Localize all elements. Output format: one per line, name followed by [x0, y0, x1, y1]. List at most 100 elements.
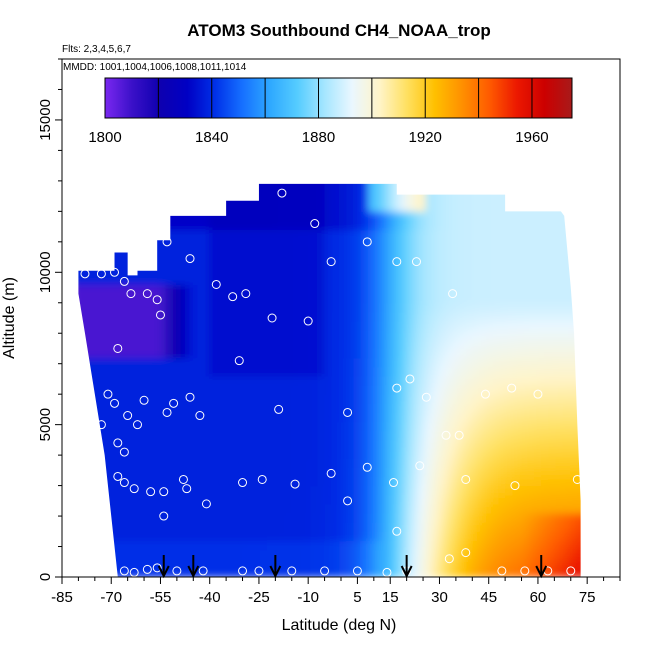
sample-point — [310, 219, 320, 229]
colorbar-tick-label: 1960 — [515, 129, 548, 146]
colorbar: 1800 1840 1880 1920 1960 — [88, 77, 573, 146]
x-tick-label: 60 — [530, 589, 547, 606]
sample-point — [142, 564, 152, 574]
sample-point — [195, 411, 205, 421]
x-tick-label: -25 — [248, 589, 270, 606]
sample-point — [146, 487, 156, 497]
sample-point — [238, 566, 248, 576]
sample-point — [198, 566, 208, 576]
sample-point — [392, 257, 402, 267]
y-axis-label: Altitude (m) — [1, 277, 18, 359]
sample-point — [129, 567, 139, 577]
sample-point — [392, 526, 402, 536]
sample-point — [254, 566, 264, 576]
sample-point — [152, 563, 162, 573]
sample-point — [287, 566, 297, 576]
x-tick-label: 30 — [431, 589, 448, 606]
x-tick-label: -85 — [51, 589, 73, 606]
sample-point — [480, 389, 490, 399]
sample-point — [119, 566, 129, 576]
colorbar-tick-label: 1880 — [302, 129, 335, 146]
sample-point — [343, 407, 353, 417]
x-tick-label: -40 — [199, 589, 221, 606]
sample-point — [274, 404, 284, 414]
sample-point — [113, 343, 123, 353]
sample-point — [228, 292, 238, 302]
colorbar-tick-label: 1840 — [195, 129, 228, 146]
x-axis-label: Latitude (deg N) — [282, 617, 397, 634]
sample-point — [277, 188, 287, 198]
sample-point — [566, 566, 576, 576]
sample-point — [421, 392, 431, 402]
sample-point — [533, 389, 543, 399]
sample-point — [185, 254, 195, 264]
sample-point — [103, 389, 113, 399]
sample-point — [155, 310, 165, 320]
sample-point — [290, 479, 300, 489]
sample-point — [201, 499, 211, 509]
colorbar-tick-label: 1920 — [409, 129, 442, 146]
sample-point — [67, 269, 77, 279]
sample-point — [185, 392, 195, 402]
sample-point — [129, 484, 139, 494]
sample-point — [123, 411, 133, 421]
profile-arrow — [535, 555, 548, 579]
sample-point — [267, 313, 277, 323]
flights-subtitle: Flts: 2,3,4,5,6,7 — [62, 44, 131, 55]
sample-point — [159, 487, 169, 497]
sample-point — [178, 474, 188, 484]
x-tick-label: -70 — [100, 589, 122, 606]
x-axis: -85 -70 -55 -40 -25 -10 5 15 30 45 60 75 — [51, 577, 621, 606]
sample-point — [162, 407, 172, 417]
sample-point — [392, 383, 402, 393]
profile-arrow — [400, 555, 413, 579]
sample-point — [441, 430, 451, 440]
sample-point — [461, 474, 471, 484]
sample-point — [572, 474, 582, 484]
sample-point — [497, 566, 507, 576]
sample-point — [113, 471, 123, 481]
sample-point — [152, 295, 162, 305]
sample-point — [382, 567, 392, 577]
sample-point — [326, 257, 336, 267]
sample-point — [110, 398, 120, 408]
sample-points — [67, 188, 582, 577]
sample-point — [172, 566, 182, 576]
sample-point — [448, 289, 458, 299]
sample-point — [110, 267, 120, 277]
sample-point — [326, 468, 336, 478]
sample-point — [96, 269, 106, 279]
sample-point — [520, 566, 530, 576]
sample-point — [352, 566, 362, 576]
sample-point — [241, 289, 251, 299]
x-tick-label: 5 — [353, 589, 361, 606]
colorbar-gradient — [104, 77, 573, 119]
sample-point — [303, 316, 313, 326]
x-tick-label: -55 — [150, 589, 172, 606]
x-tick-label: -10 — [297, 589, 319, 606]
profile-arrows — [157, 555, 548, 579]
sample-point — [132, 420, 142, 430]
sample-point — [234, 356, 244, 366]
sample-point — [80, 269, 90, 279]
sample-point — [507, 383, 517, 393]
sample-point — [119, 276, 129, 286]
sample-point — [510, 481, 520, 491]
sample-point — [159, 511, 169, 521]
sample-point — [415, 461, 425, 471]
sample-point — [119, 447, 129, 457]
sample-point — [389, 478, 399, 488]
y-tick-label: 5000 — [37, 408, 54, 441]
y-tick-label: 10000 — [37, 251, 54, 293]
sample-point — [454, 430, 464, 440]
y-axis: 0 5000 10000 15000 — [37, 58, 62, 581]
y-tick-label: 15000 — [37, 99, 54, 141]
sample-point — [257, 474, 267, 484]
sample-point — [362, 462, 372, 472]
profile-arrow — [269, 555, 282, 579]
sample-point — [343, 496, 353, 506]
sample-point — [238, 478, 248, 488]
sample-point — [405, 374, 415, 384]
colorbar-tick-label: 1800 — [88, 129, 121, 146]
x-tick-label: 45 — [480, 589, 497, 606]
